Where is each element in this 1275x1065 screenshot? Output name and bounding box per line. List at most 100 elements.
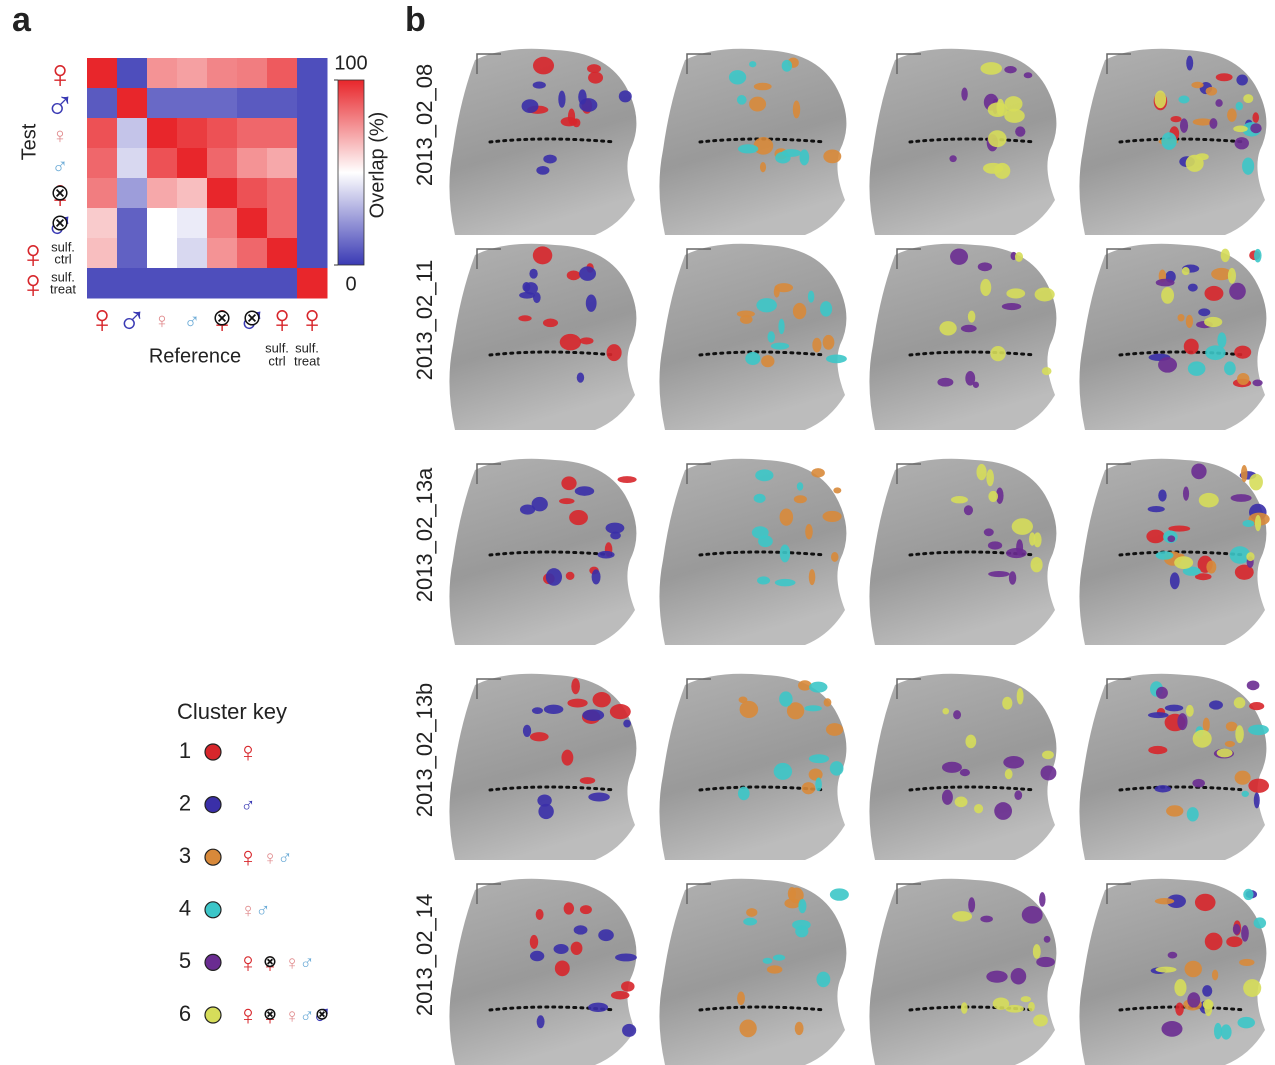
key-number: 1 bbox=[179, 738, 191, 763]
cluster-blob bbox=[743, 918, 757, 926]
cluster-blob bbox=[1243, 94, 1253, 103]
cluster-blob bbox=[1041, 765, 1057, 780]
key-title: Cluster key bbox=[177, 699, 287, 724]
cluster-blob bbox=[561, 476, 576, 490]
brain-image bbox=[659, 459, 846, 645]
cluster-blob bbox=[559, 498, 574, 504]
cluster-blob bbox=[564, 902, 574, 914]
heatmap-cell bbox=[117, 268, 148, 299]
cluster-blob bbox=[1036, 957, 1055, 967]
heatmap-cell bbox=[117, 178, 148, 209]
sex-symbol: ♀ bbox=[241, 900, 256, 922]
cluster-blob bbox=[774, 763, 792, 780]
cluster-blob bbox=[1156, 967, 1177, 973]
cluster-blob bbox=[1033, 944, 1041, 959]
cluster-blob bbox=[1174, 556, 1193, 569]
cluster-blob bbox=[610, 704, 631, 719]
sex-symbol: ♀ bbox=[238, 736, 259, 767]
cluster-blob bbox=[523, 725, 531, 737]
cluster-blob bbox=[623, 720, 631, 728]
cluster-blob bbox=[588, 792, 609, 801]
heatmap-cell bbox=[237, 148, 268, 179]
cluster-blob bbox=[937, 378, 953, 387]
cluster-blob bbox=[782, 60, 792, 72]
cluster-blob bbox=[1012, 518, 1033, 535]
cluster-blob bbox=[1224, 361, 1236, 375]
heatmap-cell bbox=[87, 268, 118, 299]
cluster-blob bbox=[1006, 288, 1025, 298]
cluster-blob bbox=[816, 972, 830, 988]
colorbar-label: Overlap (%) bbox=[366, 112, 388, 219]
category-sublabel: treat bbox=[294, 353, 320, 368]
key-swatch bbox=[205, 954, 221, 970]
cluster-blob bbox=[1233, 125, 1248, 132]
heatmap-cell bbox=[177, 88, 208, 119]
cluster-blob bbox=[567, 271, 581, 281]
key-number: 6 bbox=[179, 1001, 191, 1026]
heatmap-cell bbox=[297, 268, 328, 299]
cluster-blob bbox=[529, 269, 537, 279]
cluster-blob bbox=[949, 155, 956, 162]
cluster-blob bbox=[560, 334, 581, 350]
cluster-blob bbox=[988, 130, 1007, 147]
cluster-blob bbox=[826, 354, 847, 363]
cluster-blob bbox=[1242, 791, 1249, 797]
heatmap-cell bbox=[87, 238, 118, 269]
cluster-blob bbox=[1191, 463, 1206, 479]
cluster-blob bbox=[575, 486, 594, 496]
brain-outline bbox=[869, 674, 1056, 860]
cluster-blob bbox=[775, 579, 796, 586]
cluster-blob bbox=[1254, 792, 1260, 808]
cluster-blob bbox=[1217, 748, 1233, 757]
heatmap-cell bbox=[297, 238, 328, 269]
cluster-blob bbox=[808, 291, 814, 303]
cluster-blob bbox=[1044, 936, 1051, 943]
cluster-blob bbox=[530, 732, 549, 741]
cluster-blob bbox=[805, 524, 813, 539]
sex-symbol: ♀ bbox=[285, 953, 300, 975]
cluster-blob bbox=[1236, 102, 1243, 111]
sex-symbol: ♂ bbox=[278, 847, 293, 869]
cluster-blob bbox=[1247, 680, 1260, 690]
cluster-blob bbox=[1167, 535, 1175, 542]
cluster-blob bbox=[1241, 465, 1247, 482]
cluster-blob bbox=[1195, 894, 1216, 911]
cluster-blob bbox=[797, 482, 803, 491]
cluster-blob bbox=[942, 708, 949, 714]
brain-image bbox=[869, 459, 1056, 645]
cluster-blob bbox=[968, 311, 975, 323]
cluster-blob bbox=[1035, 287, 1055, 301]
cluster-blob bbox=[1198, 308, 1210, 316]
cluster-blob bbox=[567, 699, 587, 708]
cluster-blob bbox=[546, 568, 562, 586]
cluster-blob bbox=[1014, 790, 1022, 800]
cluster-blob bbox=[561, 117, 578, 126]
brain-image bbox=[449, 879, 636, 1065]
heatmap-cell bbox=[177, 268, 208, 299]
cluster-blob bbox=[990, 346, 1005, 361]
cluster-blob bbox=[1246, 552, 1254, 561]
cluster-blob bbox=[961, 87, 967, 100]
heatmap-cell bbox=[87, 118, 118, 149]
brain-outline bbox=[659, 674, 846, 860]
cluster-blob bbox=[809, 569, 816, 585]
heatmap-cell bbox=[147, 178, 178, 209]
heatmap-cell bbox=[207, 88, 238, 119]
cluster-blob bbox=[1155, 91, 1167, 109]
cluster-blob bbox=[1155, 898, 1174, 904]
cluster-blob bbox=[1243, 979, 1261, 997]
cluster-blob bbox=[1004, 66, 1016, 73]
key-swatch bbox=[205, 849, 221, 865]
heatmap-cell bbox=[177, 208, 208, 239]
heatmap-cell bbox=[117, 238, 148, 269]
cluster-blob bbox=[823, 150, 841, 164]
cluster-blob bbox=[577, 372, 584, 382]
cluster-blob bbox=[952, 911, 972, 921]
key-swatch bbox=[205, 1007, 221, 1023]
cluster-blob bbox=[1161, 1021, 1182, 1037]
cluster-blob bbox=[1250, 123, 1261, 133]
heatmap-cell bbox=[117, 208, 148, 239]
cluster-blob bbox=[536, 909, 544, 920]
cluster-blob bbox=[1003, 756, 1024, 769]
cluster-blob bbox=[994, 163, 1010, 179]
